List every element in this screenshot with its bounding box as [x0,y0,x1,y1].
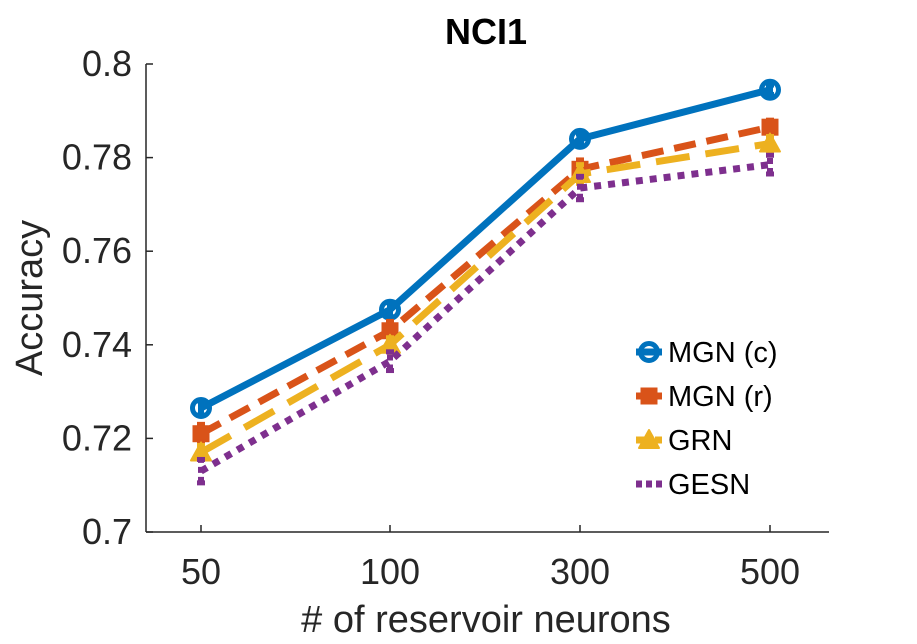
marker-circle [379,298,401,321]
legend-item: MGN (r) [636,381,773,413]
marker-square [192,425,210,443]
marker-circle [638,341,660,363]
y-tick-label: 0.72 [62,417,132,458]
x-tick-label: 500 [740,551,800,592]
legend: MGN (c) MGN (r) GRN GESN [626,328,806,504]
legend-label: MGN (c) [668,337,778,369]
marker-triangle [759,132,781,153]
axis-layer: 0.7 0.72 0.74 0.76 0.78 0.8 50 100 300 500 [62,43,829,592]
series-gesn [197,152,774,486]
y-tick-label: 0.8 [82,43,132,84]
y-tick-label: 0.74 [62,324,132,365]
series-line [199,86,771,412]
x-axis-label: # of reservoir neurons [301,599,671,641]
marker-square [761,118,779,136]
series-line [199,140,771,456]
legend-item: GRN [636,425,732,457]
series-layer [190,78,781,486]
y-tick-label: 0.76 [62,230,132,271]
marker-square [640,387,658,405]
y-axis-label: Accuracy [9,220,51,376]
x-tick-label: 300 [550,551,610,592]
marker-circle [759,78,781,101]
legend-label: GESN [668,469,750,501]
x-tick-label: 100 [360,551,420,592]
marker-triangle [638,429,660,449]
series-line [199,123,771,437]
series-mgn-c [190,78,781,419]
legend-item: MGN (c) [636,337,778,369]
x-tick-label: 50 [181,551,221,592]
chart-title: NCI1 [445,11,527,52]
marker-circle [569,127,591,150]
marker-circle [190,396,212,419]
legend-label: MGN (r) [668,381,773,413]
legend-item: GESN [636,469,750,501]
marker-triangle [569,162,591,183]
y-tick-label: 0.7 [82,511,132,552]
legend-label: GRN [668,425,732,457]
y-tick-label: 0.78 [62,137,132,178]
